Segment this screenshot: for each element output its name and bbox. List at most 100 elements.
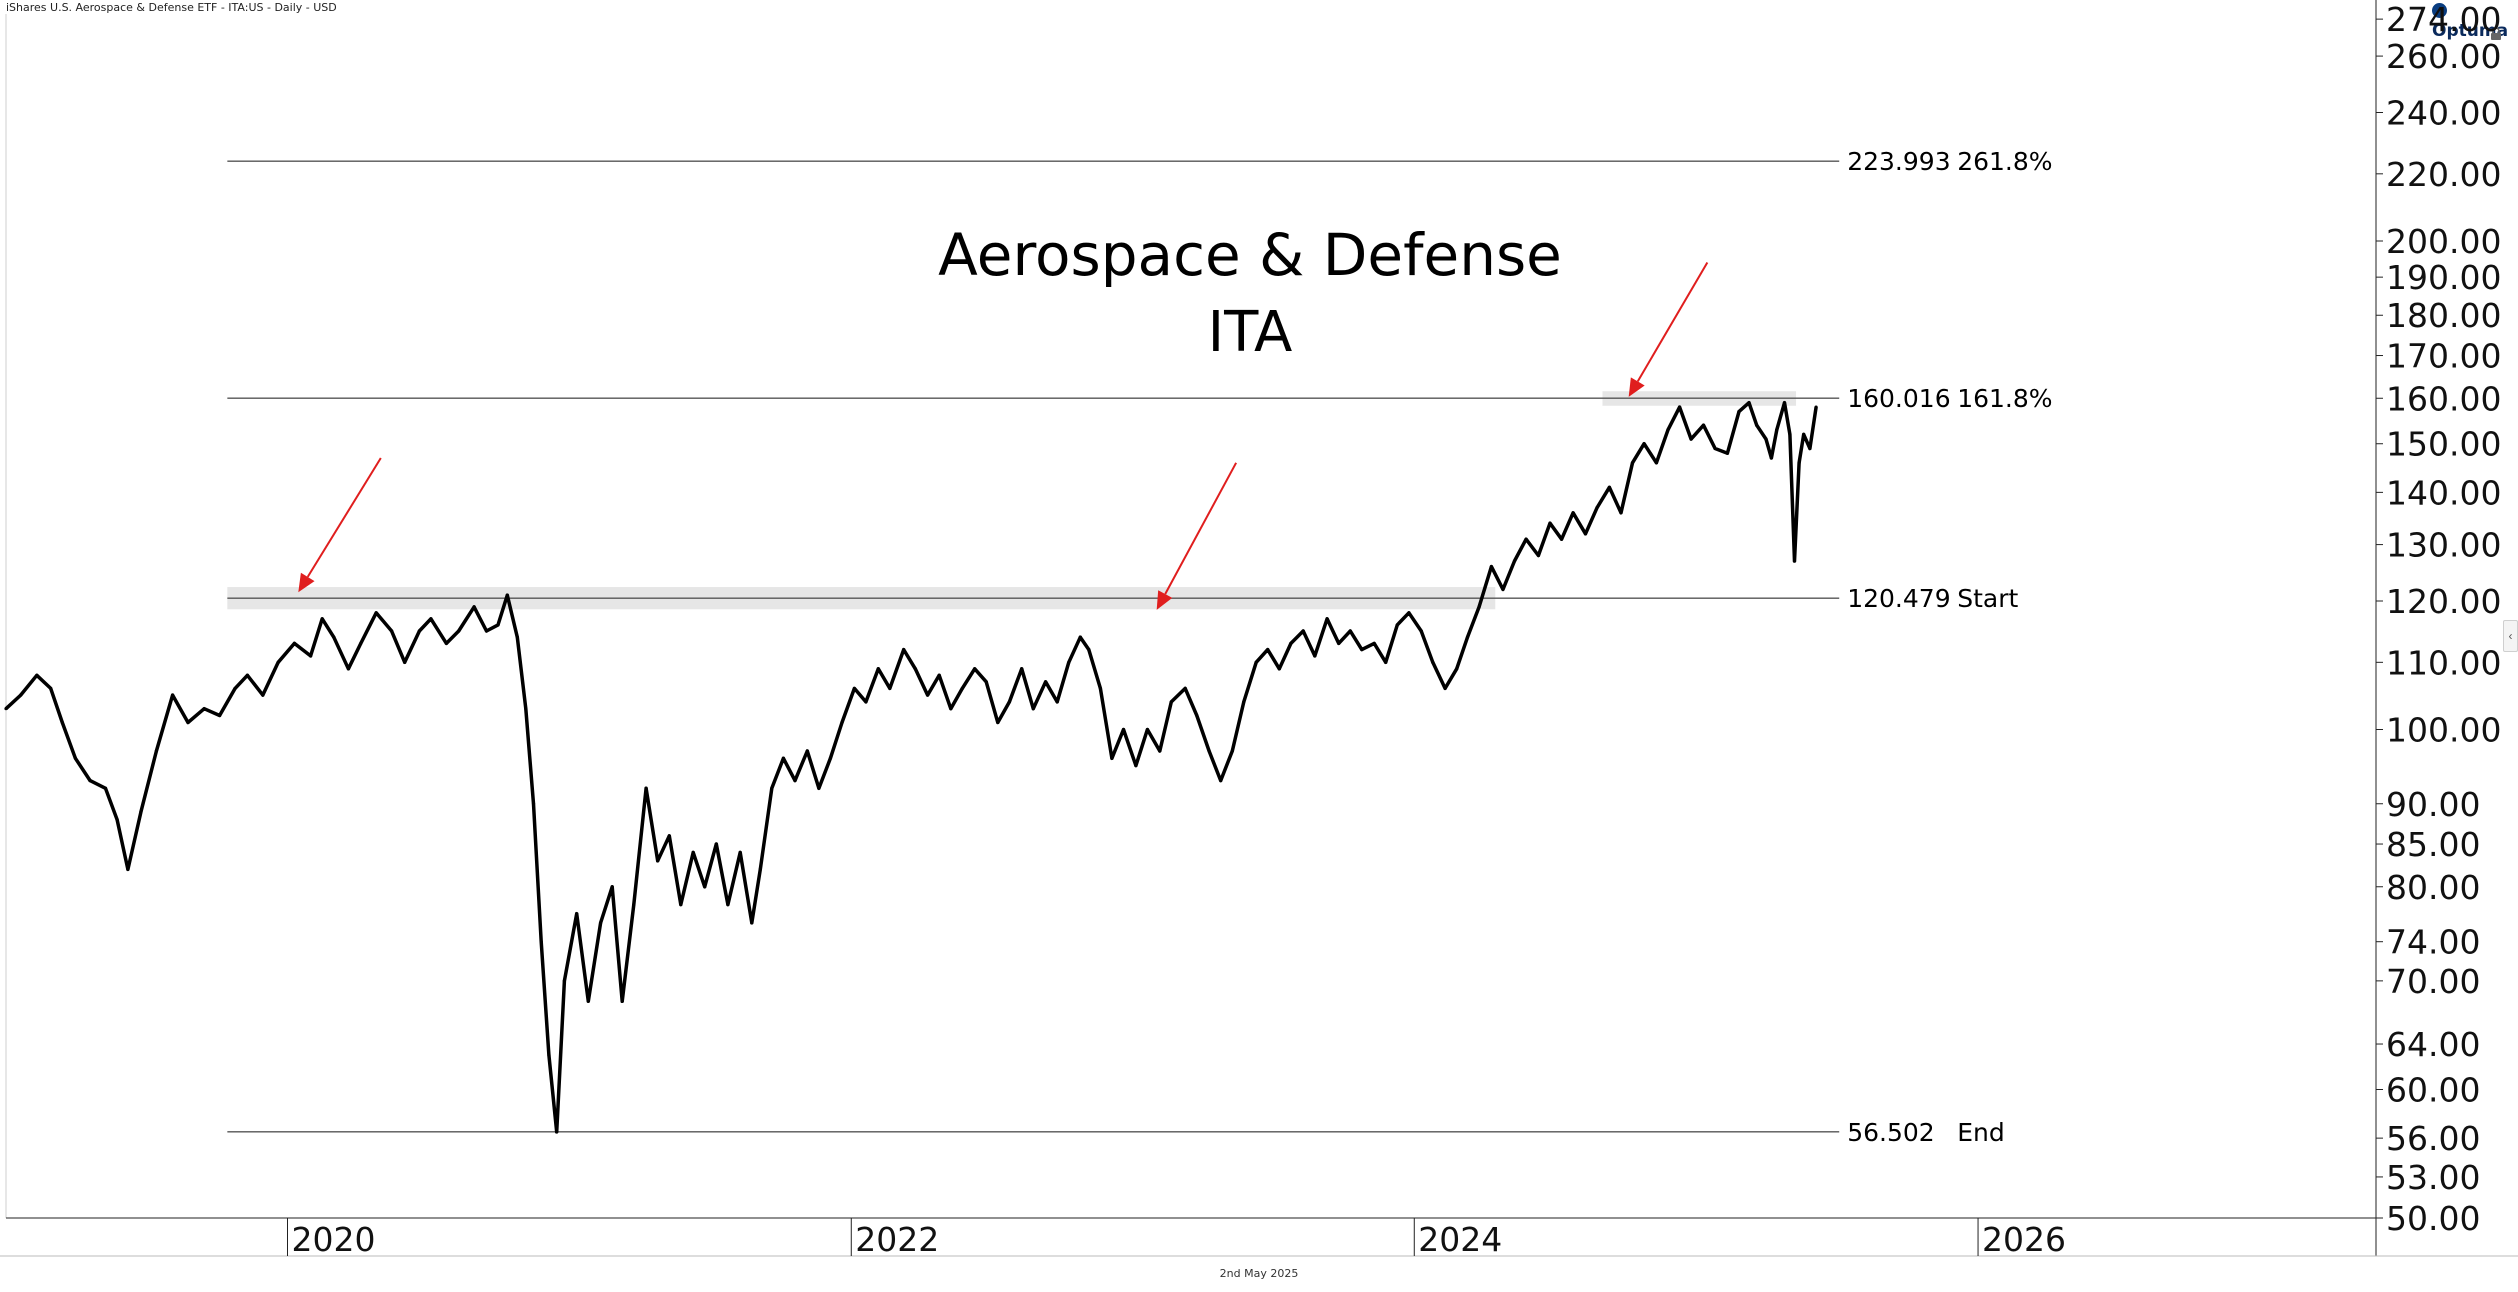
arrow-head xyxy=(1156,590,1173,610)
price-point xyxy=(524,707,528,711)
price-point xyxy=(73,756,78,760)
price-point xyxy=(1254,660,1258,664)
price-point xyxy=(276,660,280,664)
price-point xyxy=(1747,401,1751,405)
price-point xyxy=(750,921,754,925)
price-point xyxy=(115,817,119,822)
price-point xyxy=(1501,587,1505,591)
price-point xyxy=(1384,660,1388,664)
y-tick-label: 70.00 xyxy=(2386,962,2480,1001)
price-point xyxy=(49,686,53,691)
price-point xyxy=(691,850,695,854)
price-point xyxy=(1677,405,1682,409)
y-tick-label: 56.00 xyxy=(2386,1119,2480,1158)
price-point xyxy=(1325,617,1329,621)
price-point xyxy=(1219,779,1223,783)
price-point xyxy=(1642,442,1646,446)
fib-level-label: 161.8% xyxy=(1957,384,2052,413)
y-tick-label: 170.00 xyxy=(2386,337,2501,376)
price-point xyxy=(1007,700,1011,704)
price-point xyxy=(374,611,378,615)
fib-level-label: End xyxy=(1957,1118,2005,1147)
y-tick-label: 120.00 xyxy=(2386,582,2501,621)
y-tick-label: 110.00 xyxy=(2386,643,2501,682)
resistance-zones xyxy=(227,391,1797,610)
price-point xyxy=(346,667,351,671)
fib-level-value: 160.016 xyxy=(1847,384,1950,413)
price-point xyxy=(1348,629,1352,633)
price-point xyxy=(547,1053,551,1057)
y-tick-label: 260.00 xyxy=(2386,37,2501,76)
price-point xyxy=(1666,428,1670,432)
price-point xyxy=(186,720,190,725)
price-point xyxy=(1619,511,1623,515)
price-line xyxy=(4,400,1818,1134)
chart-subtitle: ITA xyxy=(1207,300,1293,365)
price-point xyxy=(1431,660,1435,664)
price-point xyxy=(444,641,448,645)
price-point xyxy=(1443,686,1447,691)
y-tick-label: 130.00 xyxy=(2386,526,2501,565)
price-point xyxy=(1055,700,1059,704)
y-tick-label: 140.00 xyxy=(2386,473,2501,512)
price-point xyxy=(1098,686,1102,691)
price-point xyxy=(876,667,880,671)
price-point xyxy=(1524,537,1528,541)
price-point xyxy=(937,673,941,677)
y-tick-label: 220.00 xyxy=(2386,155,2501,194)
y-tick-label: 80.00 xyxy=(2386,868,2480,907)
price-point xyxy=(1121,727,1126,732)
price-point xyxy=(245,673,249,677)
price-point xyxy=(656,859,660,863)
price-point xyxy=(888,686,892,691)
price-point xyxy=(332,635,336,639)
price-point xyxy=(575,912,579,916)
lock-icon[interactable] xyxy=(2489,27,2503,41)
price-point xyxy=(1764,437,1768,441)
price-point xyxy=(1395,623,1399,627)
y-tick-label: 60.00 xyxy=(2386,1071,2480,1110)
price-point xyxy=(1067,660,1071,664)
price-point xyxy=(202,707,206,711)
price-point xyxy=(1701,423,1706,427)
price-point xyxy=(170,693,175,697)
price-point xyxy=(472,605,476,609)
price-point xyxy=(726,903,730,907)
y-tick-label: 100.00 xyxy=(2386,710,2501,749)
price-point xyxy=(1713,446,1717,451)
price-point xyxy=(1755,423,1759,427)
price-point xyxy=(484,629,489,633)
price-point xyxy=(403,660,407,664)
price-point xyxy=(1277,667,1281,671)
price-point xyxy=(828,756,833,760)
brand-name: Optuma xyxy=(2432,21,2509,41)
price-point xyxy=(320,617,324,621)
price-point xyxy=(864,700,868,704)
fib-level-label: Start xyxy=(1957,584,2018,613)
arrow-shaft xyxy=(1636,261,1709,382)
price-point xyxy=(457,629,461,633)
brand-logo: Optuma xyxy=(2432,1,2518,41)
price-point xyxy=(1301,629,1305,633)
price-point xyxy=(949,707,953,711)
price-point xyxy=(1313,654,1317,658)
price-point xyxy=(1808,446,1812,451)
price-point xyxy=(1020,667,1024,671)
y-tick-label: 90.00 xyxy=(2386,785,2480,824)
price-point xyxy=(714,842,718,846)
price-point xyxy=(913,667,917,671)
price-point xyxy=(926,693,930,697)
arrow-shaft xyxy=(306,457,382,578)
price-point xyxy=(1512,559,1517,563)
price-point xyxy=(1134,764,1138,768)
chart-title: Aerospace & Defense xyxy=(938,221,1562,289)
price-point xyxy=(1407,611,1411,615)
price-point xyxy=(1782,401,1787,405)
price-point xyxy=(1689,437,1693,441)
arrow-head xyxy=(298,572,315,593)
price-point xyxy=(1477,605,1481,609)
price-point xyxy=(1031,707,1035,711)
x-tick-label: 2022 xyxy=(855,1220,939,1259)
price-point xyxy=(1195,713,1199,718)
